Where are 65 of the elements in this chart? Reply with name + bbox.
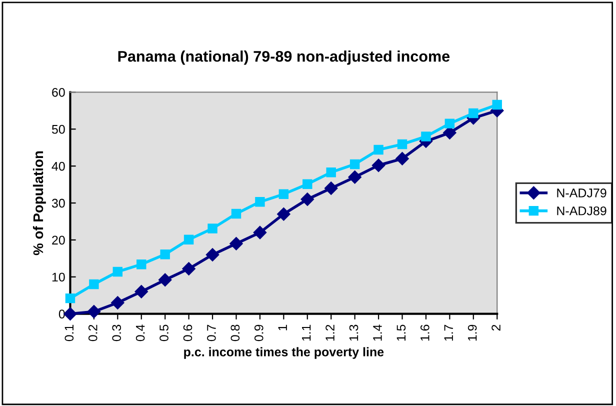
point — [397, 139, 408, 150]
x-tick-label: 1.3 — [349, 324, 358, 341]
y-axis-title: % of Population — [32, 151, 46, 256]
x-axis-title: p.c. income times the poverty line — [184, 347, 384, 359]
point — [324, 182, 338, 195]
x-tick-label: 0.7 — [207, 324, 216, 342]
point — [230, 237, 243, 250]
point — [65, 293, 76, 304]
point — [206, 248, 220, 262]
point — [277, 207, 290, 221]
point — [64, 307, 77, 320]
point — [182, 262, 196, 276]
point — [208, 224, 218, 234]
point — [87, 305, 101, 318]
x-tick-label: 0.6 — [183, 324, 192, 342]
x-tick-label: 1 — [278, 324, 287, 330]
x-tick-label: 0.1 — [64, 324, 74, 342]
point — [468, 108, 478, 118]
y-tick-label: 40 — [52, 162, 65, 171]
point — [89, 279, 99, 290]
x-tick-label: 0.4 — [136, 324, 145, 342]
point — [492, 100, 502, 110]
x-tick-label: 1.7 — [444, 324, 453, 341]
x-tick-label: 0.9 — [254, 324, 264, 342]
point — [421, 132, 431, 142]
x-tick-label: 1.4 — [373, 324, 382, 341]
point — [136, 259, 146, 270]
point — [396, 152, 409, 166]
legend-label: N-ADJ79 — [557, 188, 606, 198]
point — [278, 189, 289, 199]
y-tick-label: 60 — [52, 88, 65, 97]
point — [134, 285, 148, 298]
x-tick-label: 1.6 — [420, 324, 430, 341]
point — [184, 234, 194, 244]
point — [374, 144, 384, 155]
x-tick-label: 1.9 — [468, 324, 477, 341]
point — [160, 249, 170, 260]
point — [372, 158, 386, 172]
y-tick-label: 20 — [52, 236, 65, 245]
y-tick-label: 10 — [52, 272, 65, 282]
point — [326, 167, 336, 178]
chart-title: Panama (national) 79-89 non-adjusted income — [118, 50, 450, 65]
point — [300, 192, 314, 206]
x-tick-label: 1.1 — [302, 324, 311, 341]
point — [255, 197, 265, 207]
y-tick-label: 30 — [52, 198, 65, 208]
point — [158, 273, 172, 286]
x-tick-label: 0.2 — [88, 324, 98, 342]
y-tick-label: 50 — [52, 124, 65, 134]
x-tick-label: 0.5 — [160, 324, 168, 342]
point — [443, 126, 456, 140]
point — [231, 208, 242, 219]
point — [444, 118, 455, 128]
point — [302, 179, 312, 190]
legend-label: N-ADJ89 — [557, 206, 606, 216]
point — [111, 296, 124, 310]
point — [348, 170, 362, 184]
x-tick-label: 1.2 — [326, 324, 334, 341]
point — [253, 226, 267, 240]
x-tick-label: 0.8 — [230, 324, 240, 342]
x-tick-label: 0.3 — [112, 324, 122, 342]
x-tick-label: 2 — [492, 324, 500, 331]
x-tick-label: 1.5 — [396, 324, 406, 341]
point — [112, 266, 123, 277]
point — [350, 159, 360, 170]
